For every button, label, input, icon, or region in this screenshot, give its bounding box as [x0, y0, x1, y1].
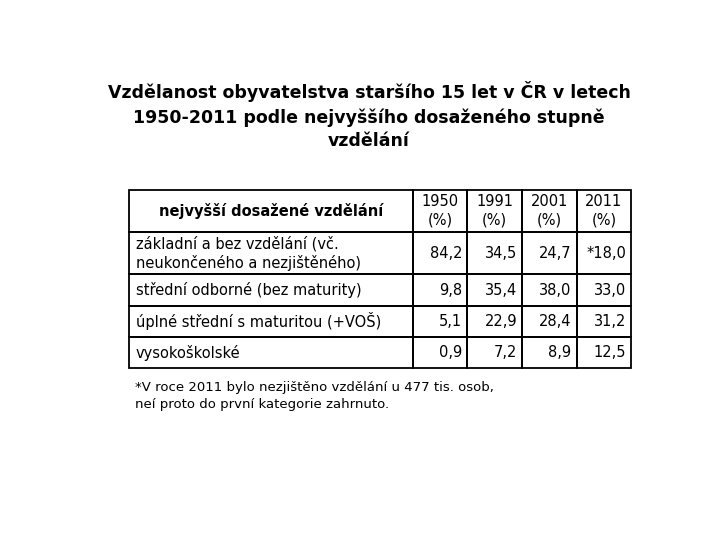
Text: 84,2: 84,2	[430, 246, 462, 261]
Text: 5,1: 5,1	[439, 314, 462, 329]
Text: 9,8: 9,8	[439, 282, 462, 298]
Text: 24,7: 24,7	[539, 246, 572, 261]
Bar	[129, 306, 413, 337]
Bar	[413, 232, 467, 274]
Bar	[522, 232, 577, 274]
Text: 7,2: 7,2	[494, 345, 517, 360]
Text: 1950
(%): 1950 (%)	[421, 194, 459, 228]
Bar	[522, 306, 577, 337]
Bar	[577, 190, 631, 232]
Text: 34,5: 34,5	[485, 246, 517, 261]
Bar	[129, 232, 413, 274]
Text: 22,9: 22,9	[485, 314, 517, 329]
Bar	[577, 232, 631, 274]
Bar	[129, 337, 413, 368]
Text: 2001
(%): 2001 (%)	[531, 194, 568, 228]
Bar	[522, 337, 577, 368]
Bar	[577, 306, 631, 337]
Text: 33,0: 33,0	[594, 282, 626, 298]
Text: 31,2: 31,2	[594, 314, 626, 329]
Text: 38,0: 38,0	[539, 282, 572, 298]
Text: Vzdělanost obyvatelstva staršího 15 let v ČR v letech
1950-2011 podle nejvyššího: Vzdělanost obyvatelstva staršího 15 let …	[107, 82, 631, 150]
Text: vysokoškolské: vysokoškolské	[136, 345, 240, 361]
Bar	[129, 190, 413, 232]
Bar	[467, 337, 522, 368]
Bar	[467, 274, 522, 306]
Text: *18,0: *18,0	[586, 246, 626, 261]
Bar	[413, 337, 467, 368]
Text: nejvyšší dosažené vzdělání: nejvyšší dosažené vzdělání	[159, 203, 383, 219]
Text: základní a bez vzdělání (vč.
neukončeného a nezjištěného): základní a bez vzdělání (vč. neukončenéh…	[136, 236, 361, 271]
Text: 0,9: 0,9	[439, 345, 462, 360]
Text: *V roce 2011 bylo nezjištěno vzdělání u 477 tis. osob,
neí proto do první katego: *V roce 2011 bylo nezjištěno vzdělání u …	[135, 381, 493, 411]
Bar	[522, 190, 577, 232]
Text: 1991
(%): 1991 (%)	[476, 194, 513, 228]
Text: střední odborné (bez maturity): střední odborné (bez maturity)	[136, 282, 361, 298]
Bar	[413, 190, 467, 232]
Text: úplné střední s maturitou (+VOŠ): úplné střední s maturitou (+VOŠ)	[136, 313, 381, 330]
Bar	[467, 190, 522, 232]
Bar	[467, 306, 522, 337]
Bar	[522, 274, 577, 306]
Bar	[413, 274, 467, 306]
Text: 12,5: 12,5	[594, 345, 626, 360]
Text: 28,4: 28,4	[539, 314, 572, 329]
Text: 2011
(%): 2011 (%)	[585, 194, 623, 228]
Bar	[577, 274, 631, 306]
Bar	[413, 306, 467, 337]
Bar	[467, 232, 522, 274]
Bar	[129, 274, 413, 306]
Bar	[577, 337, 631, 368]
Text: 35,4: 35,4	[485, 282, 517, 298]
Text: 8,9: 8,9	[549, 345, 572, 360]
